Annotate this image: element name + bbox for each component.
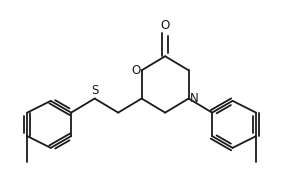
Text: O: O	[160, 19, 170, 32]
Text: S: S	[91, 84, 98, 97]
Text: N: N	[190, 92, 198, 105]
Text: O: O	[131, 64, 141, 77]
